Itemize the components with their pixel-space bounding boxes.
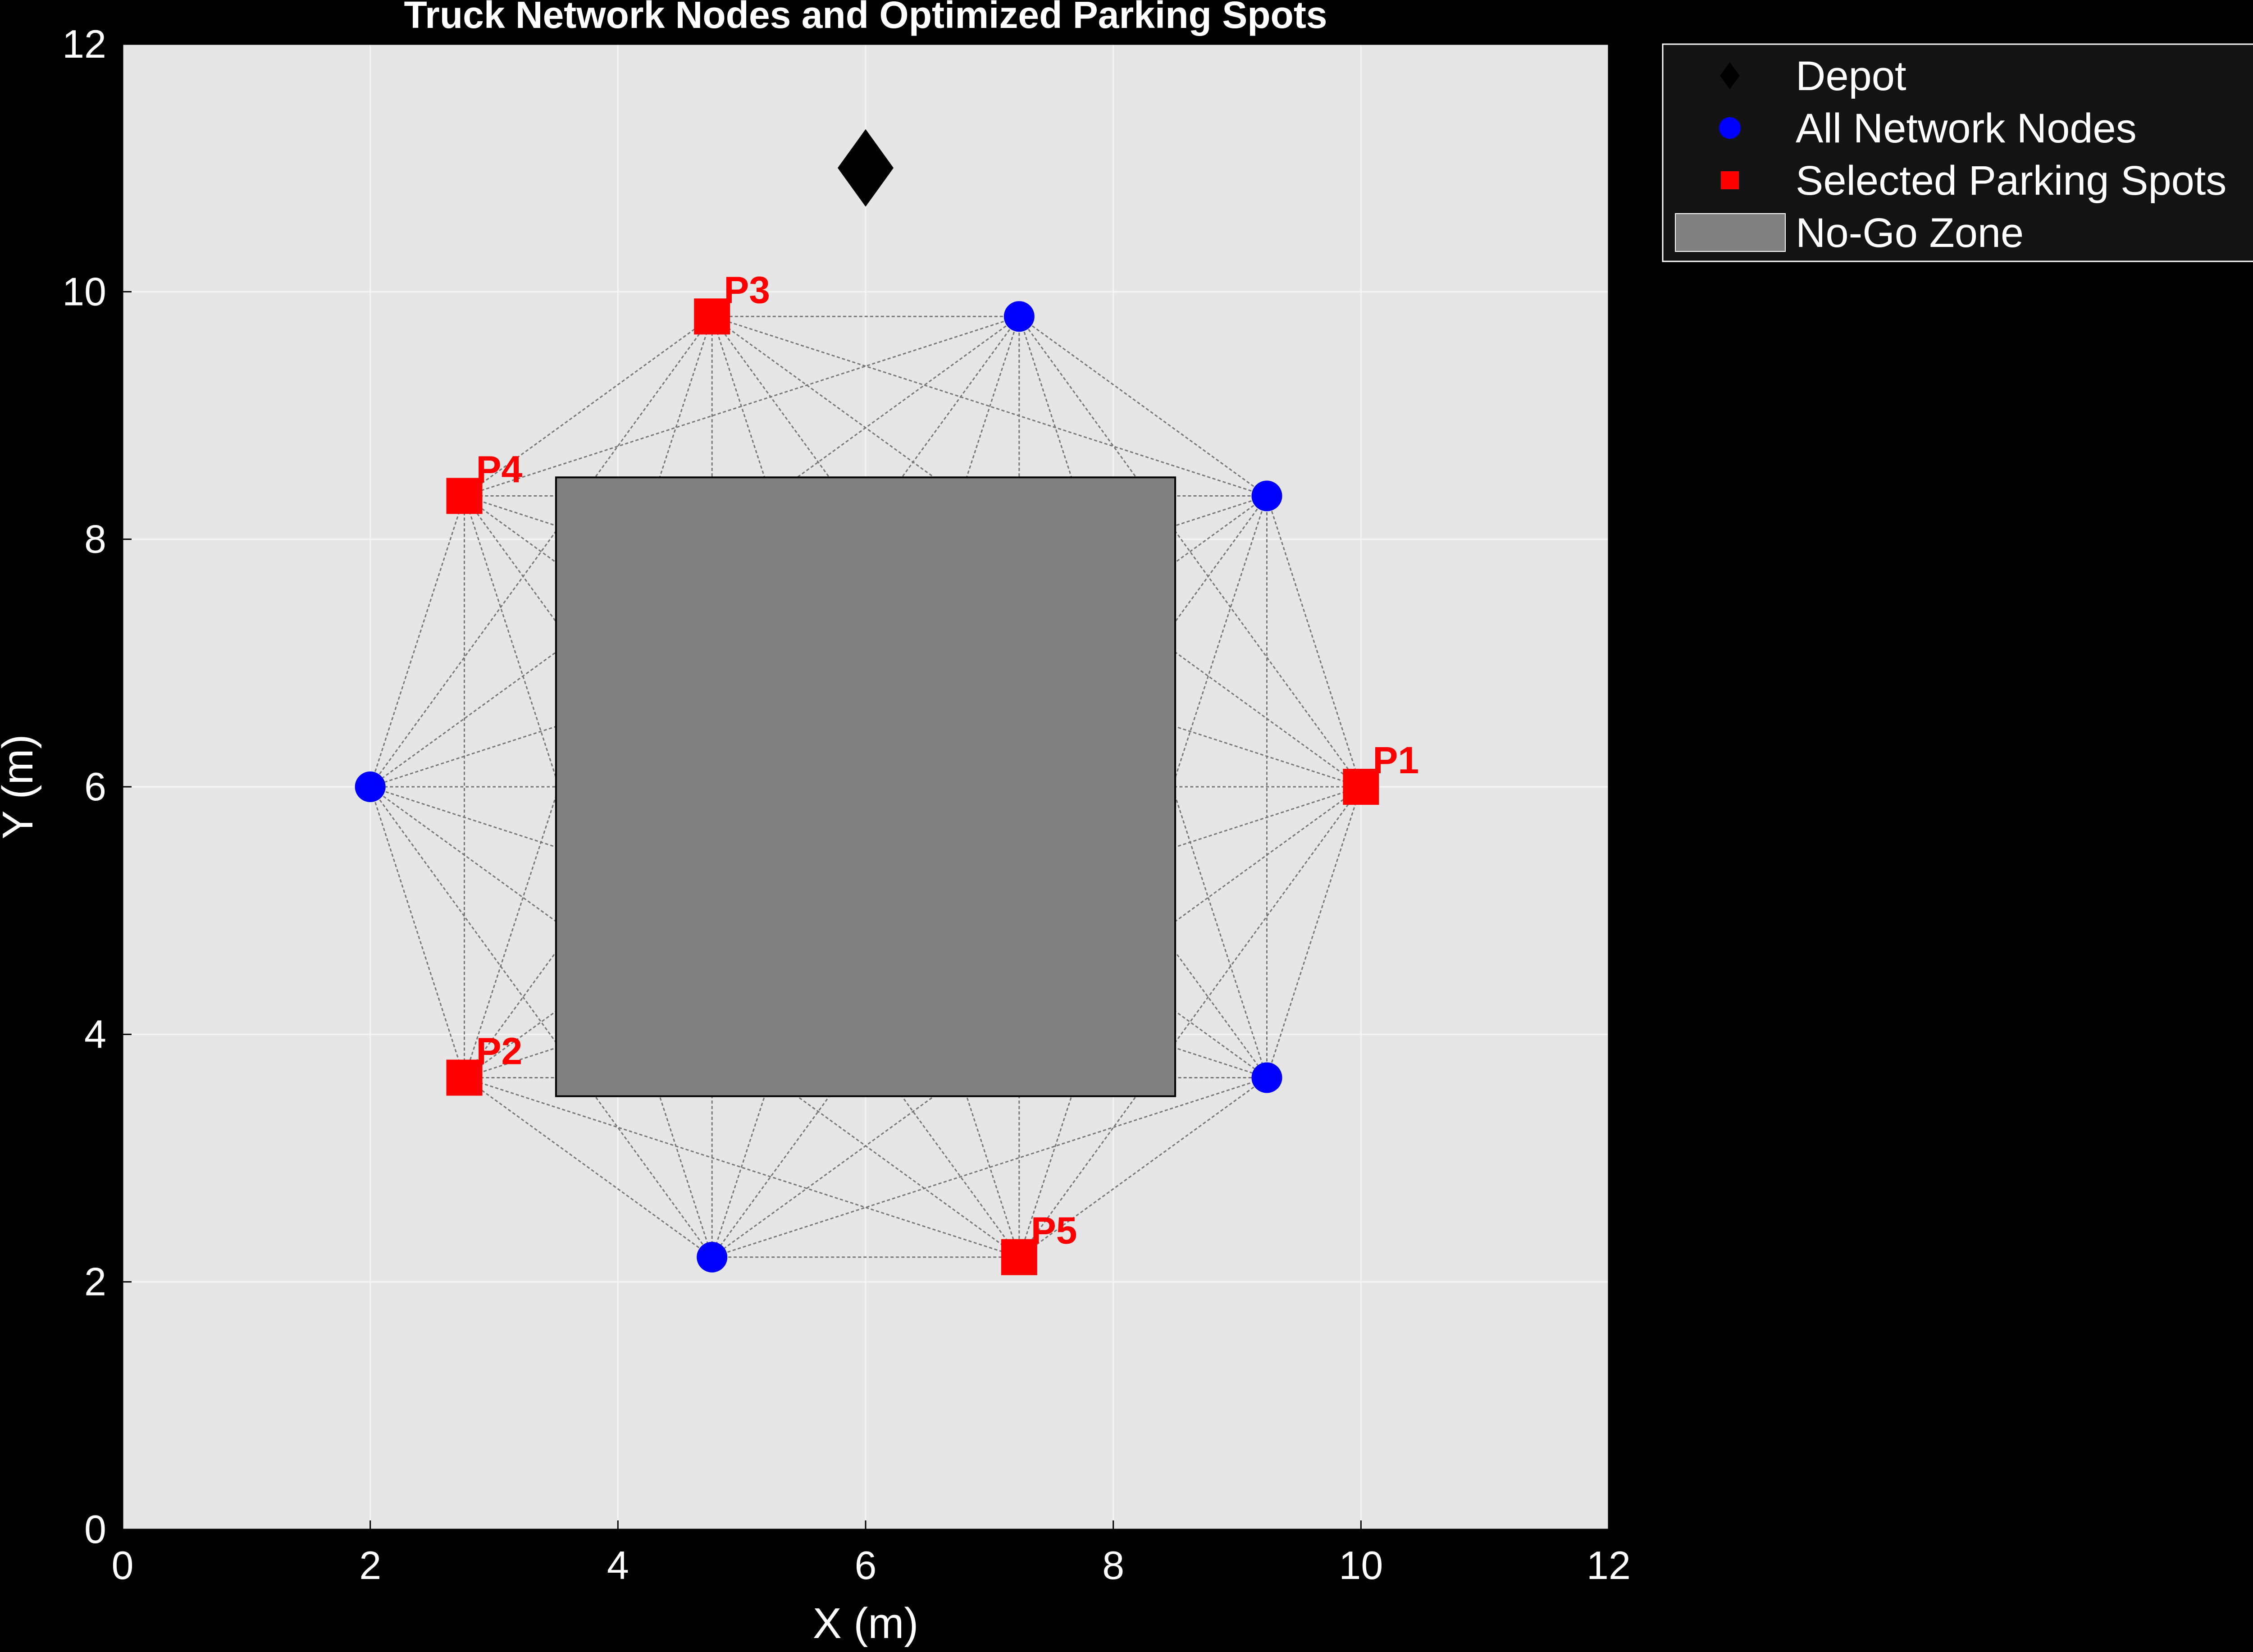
x-axis-ticks: 0 2 4 6 8 10 12 — [112, 1520, 1631, 1588]
legend-zone-patch — [1675, 213, 1786, 252]
legend-label: No-Go Zone — [1796, 210, 2024, 256]
parking-spot-marker — [446, 478, 483, 514]
y-tick-label: 8 — [84, 517, 106, 561]
network-edge — [1266, 496, 1362, 787]
network-node-marker — [1251, 1062, 1282, 1093]
legend-parking-marker — [1721, 171, 1739, 189]
parking-spot-marker — [446, 1059, 483, 1096]
network-node-marker — [1003, 301, 1035, 332]
depot-marker — [838, 129, 894, 207]
network-edge — [369, 786, 465, 1078]
network-edge — [1018, 1077, 1268, 1258]
x-tick-label: 0 — [112, 1543, 134, 1588]
network-edge — [369, 496, 465, 787]
x-tick-label: 4 — [607, 1543, 629, 1588]
y-tick-label: 0 — [84, 1507, 106, 1552]
network-node-marker — [355, 771, 386, 802]
parking-labels: P1 P2 P3 P4 P5 — [476, 269, 1419, 1251]
legend-label: Selected Parking Spots — [1796, 158, 2226, 204]
network-edge — [1266, 786, 1362, 1078]
chart-title: Truck Network Nodes and Optimized Parkin… — [404, 0, 1327, 36]
network-edge — [1018, 316, 1268, 497]
legend-node-marker — [1719, 117, 1741, 139]
x-tick-label: 6 — [855, 1543, 877, 1588]
y-axis-label: Y (m) — [0, 735, 42, 840]
y-tick-label: 6 — [84, 764, 106, 809]
legend-label: All Network Nodes — [1796, 105, 2137, 151]
y-tick-label: 10 — [62, 269, 106, 314]
network-node-marker — [697, 1241, 728, 1273]
x-tick-label: 8 — [1102, 1543, 1124, 1588]
no-go-zone — [555, 476, 1177, 1097]
parking-spot-marker — [694, 298, 730, 335]
parking-spot-label: P3 — [724, 269, 770, 311]
legend-label: Depot — [1796, 53, 1906, 99]
x-tick-label: 10 — [1339, 1543, 1383, 1588]
parking-spot-marker — [1001, 1239, 1037, 1275]
markers — [355, 129, 1379, 1275]
parking-spot-label: P4 — [476, 448, 523, 491]
network-node-marker — [1251, 480, 1282, 511]
legend: Depot All Network Nodes Selected Parking S… — [1662, 43, 2253, 262]
parking-spot-marker — [1343, 769, 1379, 805]
network-edge — [464, 1077, 713, 1258]
parking-spot-label: P1 — [1373, 739, 1419, 781]
legend-depot-marker — [1720, 62, 1740, 89]
x-axis-label: X (m) — [813, 1599, 919, 1647]
y-tick-label: 2 — [84, 1260, 106, 1304]
y-axis-ticks: 0 2 4 6 8 10 12 — [62, 22, 132, 1552]
x-tick-label: 2 — [359, 1543, 381, 1588]
parking-spot-label: P5 — [1031, 1209, 1077, 1252]
network-edge — [464, 316, 713, 497]
parking-spot-label: P2 — [476, 1030, 523, 1072]
x-tick-label: 12 — [1587, 1543, 1631, 1588]
y-tick-label: 12 — [62, 22, 106, 66]
y-tick-label: 4 — [84, 1012, 106, 1056]
